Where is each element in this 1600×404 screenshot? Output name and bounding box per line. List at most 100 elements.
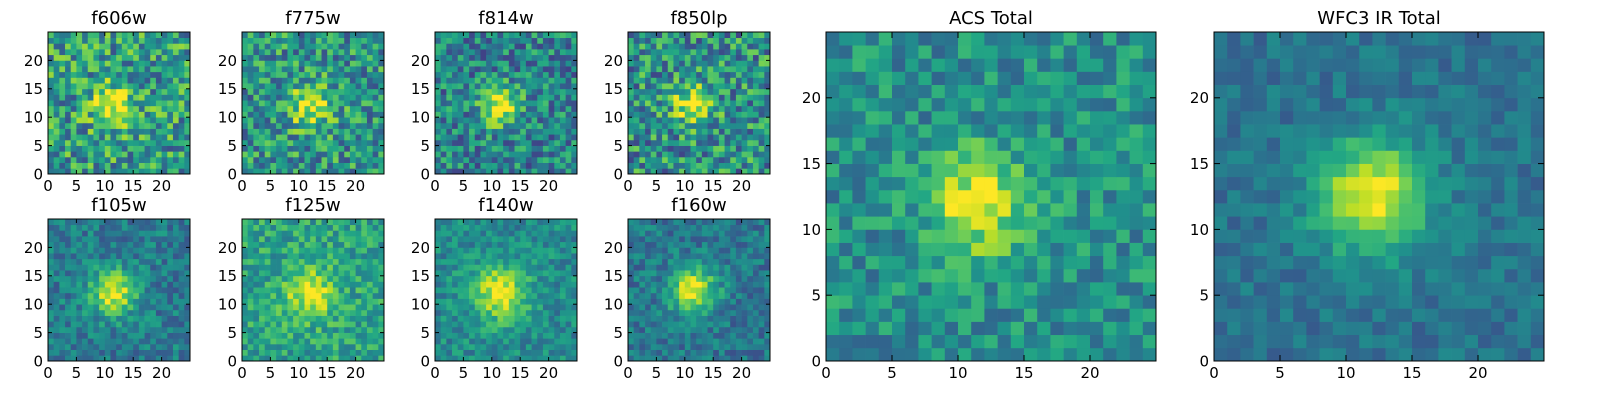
heatmap-cell: [265, 327, 271, 333]
heatmap-cell: [304, 344, 310, 350]
heatmap-cell: [248, 350, 254, 356]
heatmap-cell: [532, 281, 538, 287]
heatmap-cell: [304, 151, 310, 157]
heatmap-cell: [463, 304, 469, 310]
heatmap-cell: [327, 236, 333, 242]
heatmap-cell: [339, 140, 345, 146]
heatmap-cell: [356, 77, 362, 83]
heatmap-cell: [480, 310, 486, 316]
heatmap-cell: [554, 287, 560, 293]
heatmap-cell: [685, 55, 691, 61]
heatmap-cell: [441, 77, 447, 83]
heatmap-cell: [503, 287, 509, 293]
heatmap-cell: [560, 38, 566, 44]
heatmap-cell: [361, 140, 367, 146]
heatmap-cell: [690, 83, 696, 89]
heatmap-cell: [554, 89, 560, 95]
heatmap-cell: [65, 344, 71, 350]
heatmap-cell: [333, 123, 339, 129]
heatmap-cell: [287, 100, 293, 106]
heatmap-cell: [253, 38, 259, 44]
heatmap-cell: [276, 163, 282, 169]
heatmap-cell: [492, 219, 498, 225]
heatmap-cell: [435, 310, 441, 316]
heatmap-cell: [276, 38, 282, 44]
heatmap-cell: [497, 163, 503, 169]
heatmap-cell: [299, 123, 305, 129]
y-tick-label: 0: [420, 165, 430, 183]
heatmap-cell: [458, 129, 464, 135]
heatmap-cell: [446, 163, 452, 169]
heatmap-cell: [344, 100, 350, 106]
heatmap-cell: [571, 316, 577, 322]
heatmap-cell: [184, 49, 190, 55]
heatmap-cell: [259, 276, 265, 282]
heatmap-cell: [71, 38, 77, 44]
heatmap-cell: [167, 146, 173, 152]
heatmap-cell: [713, 163, 719, 169]
heatmap-cell: [730, 106, 736, 112]
heatmap-cell: [344, 230, 350, 236]
heatmap-cell: [156, 38, 162, 44]
heatmap-cell: [713, 60, 719, 66]
heatmap-cell: [316, 264, 322, 270]
heatmap-cell: [82, 43, 88, 49]
heatmap-cell: [133, 66, 139, 72]
heatmap-cell: [173, 60, 179, 66]
heatmap-cell: [463, 49, 469, 55]
panel-title: f105w: [91, 195, 146, 216]
heatmap-cell: [179, 293, 185, 299]
heatmap-cell: [759, 117, 765, 123]
heatmap-cell: [759, 49, 765, 55]
heatmap-cell: [571, 225, 577, 231]
heatmap-cell: [645, 55, 651, 61]
heatmap-cell: [150, 225, 156, 231]
heatmap-cell: [441, 89, 447, 95]
heatmap-cell: [566, 316, 572, 322]
heatmap-cell: [270, 163, 276, 169]
heatmap-cell: [725, 112, 731, 118]
heatmap-cell: [344, 38, 350, 44]
heatmap-cell: [310, 83, 316, 89]
heatmap-cell: [344, 310, 350, 316]
heatmap-cell: [560, 66, 566, 72]
heatmap-cell: [139, 338, 145, 344]
heatmap-cell: [520, 350, 526, 356]
heatmap-cell: [276, 129, 282, 135]
heatmap-cell: [685, 281, 691, 287]
heatmap-cell: [486, 49, 492, 55]
heatmap-cell: [492, 43, 498, 49]
heatmap-cell: [503, 276, 509, 282]
heatmap-cell: [463, 140, 469, 146]
heatmap-cell: [304, 49, 310, 55]
heatmap-cell: [532, 276, 538, 282]
heatmap-cell: [685, 100, 691, 106]
heatmap-cell: [463, 259, 469, 265]
heatmap-cell: [59, 129, 65, 135]
heatmap-cell: [293, 230, 299, 236]
heatmap-cell: [747, 151, 753, 157]
heatmap-cell: [339, 94, 345, 100]
heatmap-cell: [122, 281, 128, 287]
heatmap-cell: [88, 43, 94, 49]
heatmap-cell: [93, 38, 99, 44]
heatmap-cell: [458, 83, 464, 89]
heatmap-cell: [82, 49, 88, 55]
heatmap-cell: [560, 270, 566, 276]
heatmap-cell: [128, 355, 134, 361]
heatmap-cell: [639, 327, 645, 333]
heatmap-cell: [54, 247, 60, 253]
heatmap-cell: [543, 94, 549, 100]
heatmap-cell: [702, 100, 708, 106]
heatmap-cell: [71, 327, 77, 333]
heatmap-cell: [662, 350, 668, 356]
heatmap-cell: [435, 327, 441, 333]
heatmap-cell: [270, 89, 276, 95]
heatmap-cell: [65, 293, 71, 299]
heatmap-cell: [99, 32, 105, 38]
heatmap-cell: [373, 163, 379, 169]
heatmap-cell: [475, 49, 481, 55]
heatmap-cell: [76, 72, 82, 78]
heatmap-cell: [452, 146, 458, 152]
heatmap-cell: [367, 151, 373, 157]
